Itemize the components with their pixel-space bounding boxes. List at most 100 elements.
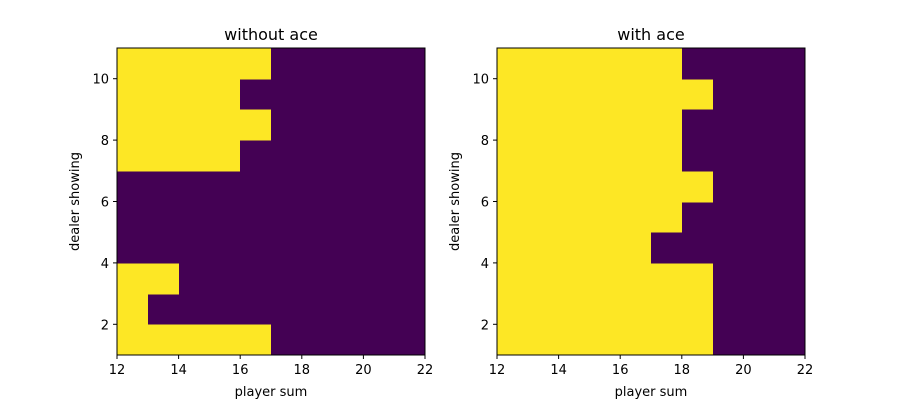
y-tick-label: 8 (481, 134, 489, 149)
heatmap-cell-x15-y3 (589, 263, 621, 295)
heatmap-cell-x16-y8 (620, 109, 652, 141)
heatmap-cell-x19-y7 (713, 140, 744, 172)
heatmap-cells (497, 48, 806, 356)
x-tick-label: 22 (417, 363, 434, 378)
heatmap-cell-x13-y10 (528, 48, 560, 80)
heatmap-cell-x17-y9 (271, 79, 303, 110)
heatmap-cell-x14-y5 (179, 202, 210, 233)
heatmap-cell-x15-y6 (589, 171, 621, 203)
heatmap-cell-x18-y8 (302, 109, 334, 141)
heatmap-cell-x21-y9 (774, 79, 806, 110)
heatmap-cell-x21-y7 (774, 140, 806, 172)
heatmap-cell-x12-y2 (497, 294, 529, 325)
heatmap-cell-x14-y4 (559, 232, 590, 264)
heatmap-cell-x21-y10 (394, 48, 426, 80)
heatmap-cell-x12-y2 (117, 294, 149, 325)
heatmap-cell-x15-y7 (589, 140, 621, 172)
heatmap-cell-x21-y6 (774, 171, 806, 203)
heatmap-cell-x18-y10 (682, 48, 714, 80)
heatmap-cell-x13-y7 (528, 140, 560, 172)
heatmap-cell-x12-y10 (497, 48, 529, 80)
heatmap-cell-x15-y9 (589, 79, 621, 110)
x-tick-label: 22 (797, 363, 814, 378)
heatmap-cell-x16-y10 (240, 48, 272, 80)
heatmap-cell-x13-y4 (148, 232, 180, 264)
heatmap-cell-x19-y5 (713, 202, 744, 233)
heatmap-cell-x16-y4 (620, 232, 652, 264)
heatmap-cell-x15-y2 (209, 294, 241, 325)
heatmap-cell-x17-y8 (271, 109, 303, 141)
x-tick-label: 18 (674, 363, 691, 378)
heatmap-cell-x18-y3 (682, 263, 714, 295)
heatmap-cell-x18-y4 (302, 232, 334, 264)
heatmap-cell-x21-y5 (774, 202, 806, 233)
heatmap-cell-x16-y4 (240, 232, 272, 264)
heatmap-cell-x12-y4 (117, 232, 149, 264)
heatmap-cell-x12-y7 (117, 140, 149, 172)
heatmap-cell-x19-y9 (333, 79, 364, 110)
x-axis-label: player sum (615, 385, 688, 400)
heatmap-cell-x20-y3 (743, 263, 775, 295)
heatmap-cell-x12-y3 (117, 263, 149, 295)
heatmap-cell-x12-y6 (117, 171, 149, 203)
heatmap-cell-x18-y3 (302, 263, 334, 295)
heatmap-cell-x19-y8 (713, 109, 744, 141)
heatmap-cell-x16-y9 (240, 79, 272, 110)
heatmap-cell-x13-y5 (528, 202, 560, 233)
x-tick-label: 12 (489, 363, 506, 378)
heatmap-cell-x13-y1 (148, 324, 180, 356)
heatmap-cell-x19-y10 (713, 48, 744, 80)
heatmap-cell-x15-y7 (209, 140, 241, 172)
heatmap-cell-x13-y1 (528, 324, 560, 356)
heatmap-cell-x20-y10 (743, 48, 775, 80)
heatmap-cell-x13-y5 (148, 202, 180, 233)
heatmap-cell-x20-y10 (363, 48, 395, 80)
heatmap-cell-x17-y7 (651, 140, 683, 172)
x-tick-label: 12 (109, 363, 126, 378)
heatmap-cell-x15-y1 (209, 324, 241, 356)
heatmap-cell-x16-y1 (240, 324, 272, 356)
heatmap-cell-x20-y2 (363, 294, 395, 325)
heatmap-cell-x16-y8 (240, 109, 272, 141)
heatmap-cell-x12-y4 (497, 232, 529, 264)
heatmap-cell-x16-y3 (620, 263, 652, 295)
heatmap-cell-x15-y3 (209, 263, 241, 295)
heatmap-cell-x16-y10 (620, 48, 652, 80)
heatmap-cell-x14-y5 (559, 202, 590, 233)
heatmap-cell-x15-y10 (209, 48, 241, 80)
heatmap-cell-x18-y4 (682, 232, 714, 264)
heatmap-cell-x17-y3 (651, 263, 683, 295)
heatmap-cell-x18-y5 (682, 202, 714, 233)
heatmap-cell-x20-y7 (363, 140, 395, 172)
heatmap-cell-x13-y6 (528, 171, 560, 203)
heatmap-cell-x21-y1 (774, 324, 806, 356)
heatmap-cell-x21-y7 (394, 140, 426, 172)
heatmap-cell-x19-y10 (333, 48, 364, 80)
heatmap-cell-x16-y2 (240, 294, 272, 325)
heatmap-cell-x12-y9 (497, 79, 529, 110)
heatmap-cell-x12-y10 (117, 48, 149, 80)
heatmap-cell-x15-y4 (589, 232, 621, 264)
heatmap-cell-x21-y2 (774, 294, 806, 325)
heatmap-cell-x15-y1 (589, 324, 621, 356)
x-tick-label: 16 (232, 363, 249, 378)
y-tick-label: 10 (472, 73, 489, 88)
heatmap-cell-x20-y9 (743, 79, 775, 110)
heatmap-cell-x13-y2 (528, 294, 560, 325)
heatmap-cell-x20-y8 (743, 109, 775, 141)
heatmap-cell-x20-y4 (743, 232, 775, 264)
heatmap-cell-x18-y10 (302, 48, 334, 80)
heatmap-cell-x18-y1 (302, 324, 334, 356)
heatmap-cell-x20-y5 (743, 202, 775, 233)
heatmap-cell-x19-y2 (713, 294, 744, 325)
heatmap-cell-x15-y5 (209, 202, 241, 233)
heatmap-cell-x12-y8 (497, 109, 529, 141)
y-tick-label: 4 (101, 257, 109, 272)
heatmap-cell-x12-y5 (497, 202, 529, 233)
heatmap-cell-x17-y10 (271, 48, 303, 80)
heatmap-cell-x13-y6 (148, 171, 180, 203)
heatmap-cell-x16-y9 (620, 79, 652, 110)
heatmap-cell-x14-y6 (559, 171, 590, 203)
